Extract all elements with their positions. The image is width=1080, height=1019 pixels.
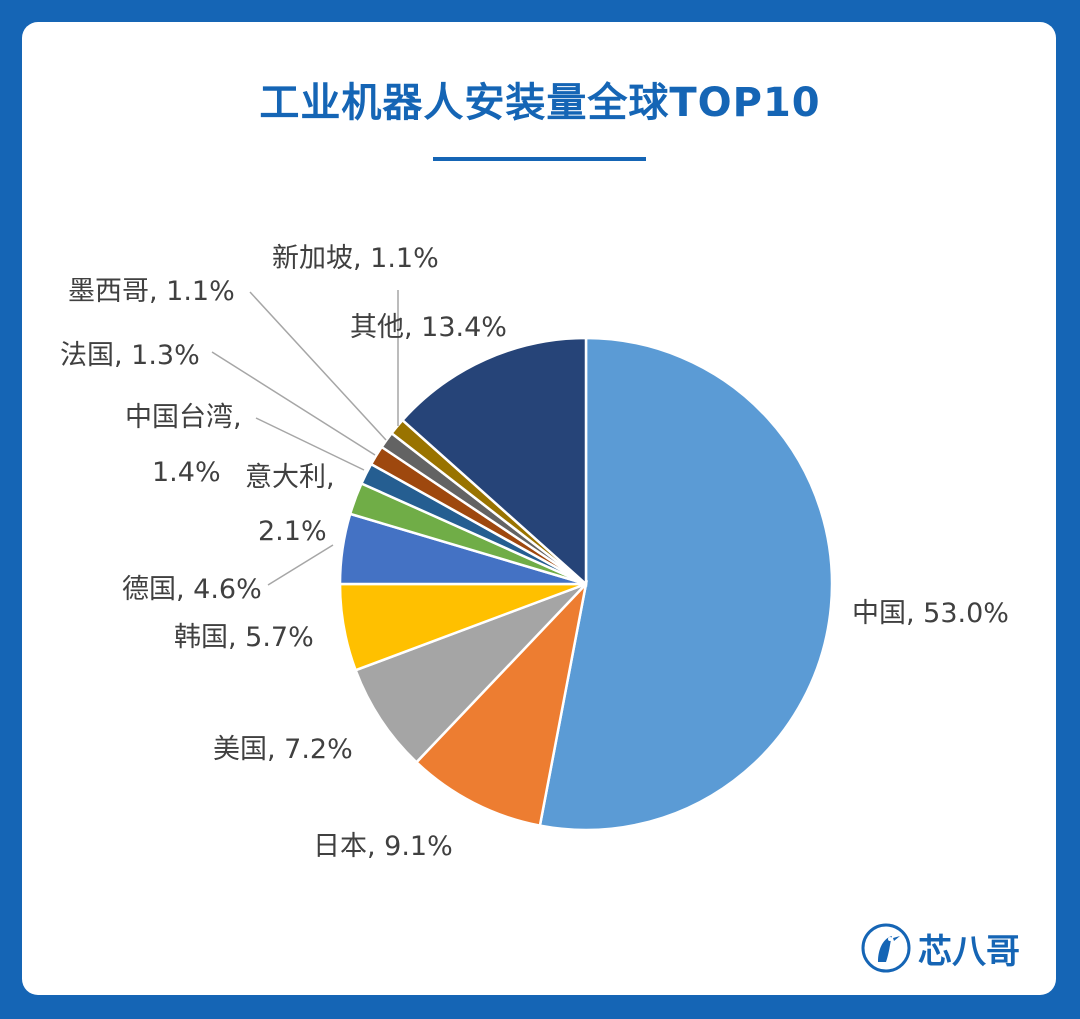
slice-label: 新加坡, 1.1% (272, 243, 439, 274)
brand-logo: 芯八哥 (860, 922, 1020, 974)
bird-logo-icon (861, 923, 911, 973)
title-underline (433, 157, 646, 161)
slice-label: 2.1% (258, 516, 327, 547)
leader-line (249, 291, 387, 441)
slice-label: 美国, 7.2% (213, 734, 353, 765)
slice-label: 其他, 13.4% (350, 312, 507, 343)
chart-title: 工业机器人安装量全球TOP10 (259, 80, 821, 126)
brand-name: 芯八哥 (918, 931, 1020, 972)
slice-label: 日本, 9.1% (313, 831, 453, 862)
pie-slice (414, 580, 589, 828)
slice-label: 意大利, (245, 462, 335, 493)
slice-label: 1.4% (152, 457, 221, 488)
pie-slice (538, 336, 834, 832)
slice-label: 中国台湾, (125, 402, 242, 433)
leader-line (255, 417, 365, 471)
leader-line (211, 351, 376, 456)
pie-slice (400, 336, 588, 587)
slice-label: 墨西哥, 1.1% (68, 276, 235, 307)
slice-label: 韩国, 5.7% (174, 622, 314, 653)
slice-label: 德国, 4.6% (122, 574, 262, 605)
slice-label: 中国, 53.0% (852, 598, 1009, 629)
leader-line (267, 544, 334, 586)
slice-label: 法国, 1.3% (60, 340, 200, 371)
pie-slice (353, 582, 587, 765)
